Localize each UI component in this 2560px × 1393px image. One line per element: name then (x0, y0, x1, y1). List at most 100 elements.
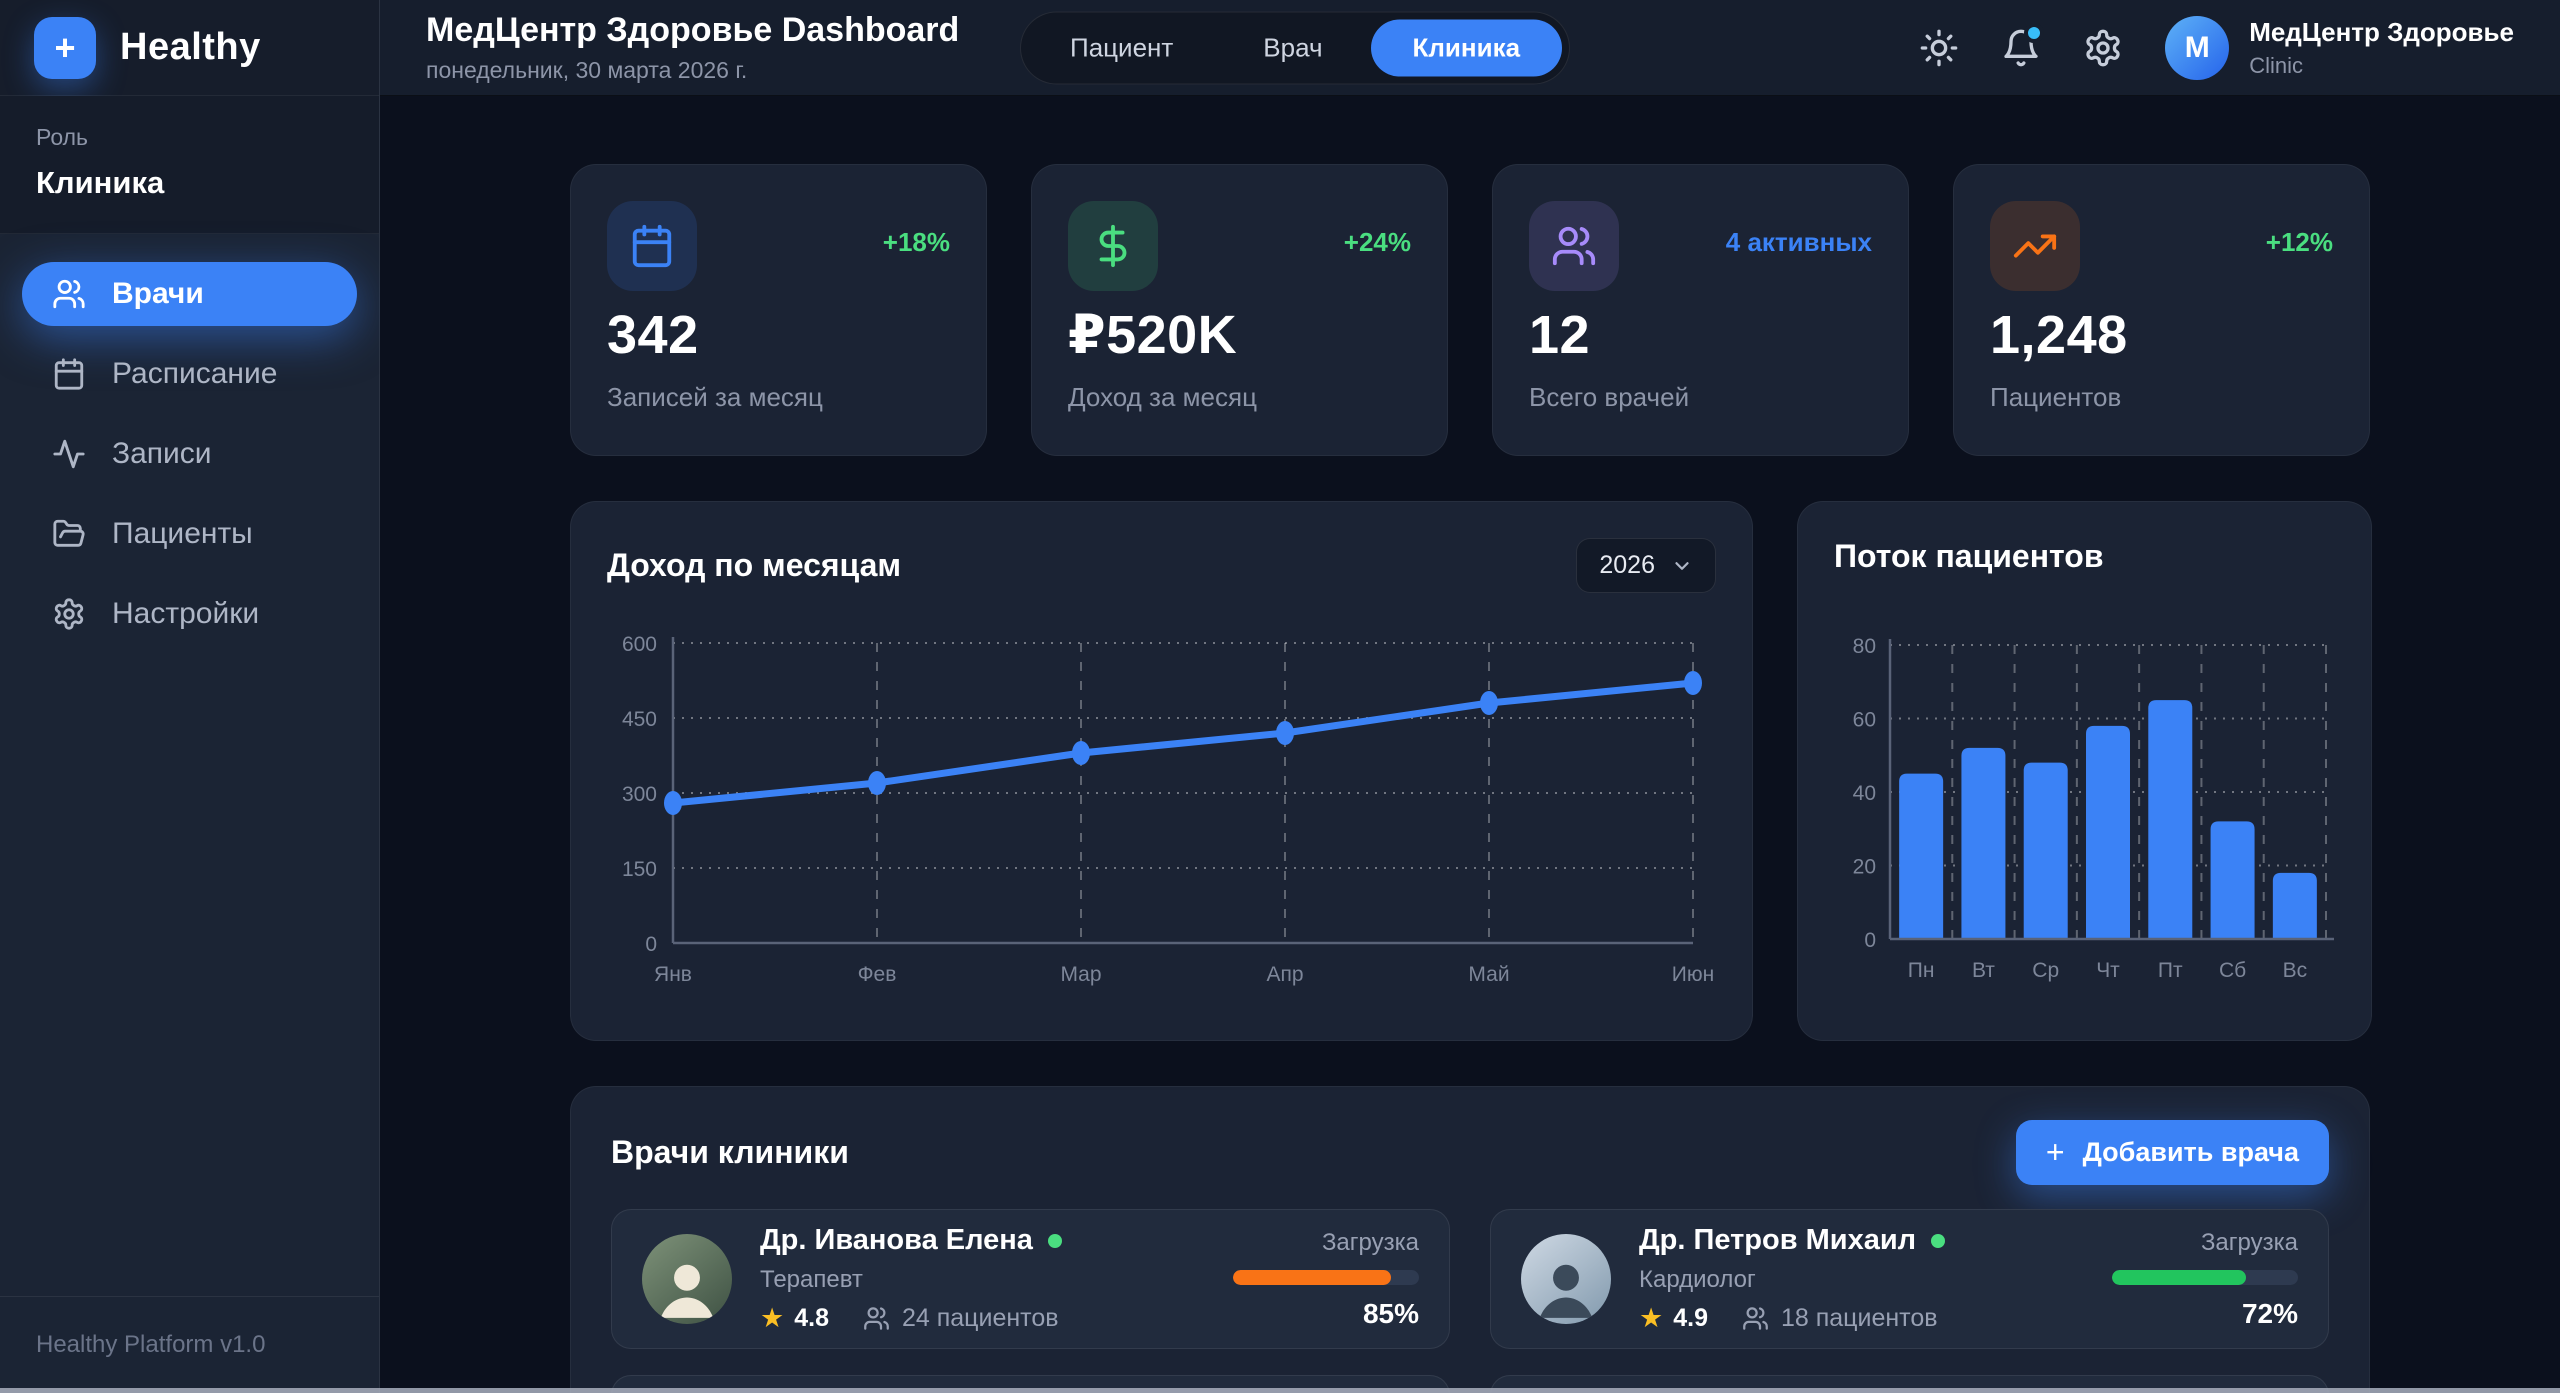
stat-card-doctors: 4 активных 12 Всего врачей (1492, 164, 1909, 456)
sidebar-item-doctors[interactable]: Врачи (22, 262, 357, 326)
settings-button[interactable] (2083, 28, 2123, 68)
calendar-icon (632, 224, 672, 268)
status-dot (1931, 1233, 1946, 1248)
doctor-card[interactable]: Др. Иванова Елена Терапевт ★ 4.8 (611, 1209, 1450, 1349)
user-info: МедЦентр Здоровье Clinic (2249, 17, 2514, 79)
stat-badge: 4 активных (1725, 227, 1872, 257)
sidebar-item-label: Пациенты (112, 517, 253, 550)
header-titles: МедЦентр Здоровье Dashboard понедельник,… (426, 11, 959, 84)
sidebar: + Healthy Роль Клиника Врачи Расписание … (0, 0, 380, 1393)
load-percent: 72% (2241, 1297, 2298, 1329)
stat-value: ₽520K (1068, 305, 1238, 365)
sidebar-item-settings[interactable]: Настройки (22, 582, 357, 646)
sidebar-item-label: Настройки (112, 597, 260, 630)
user-subtitle: Clinic (2249, 52, 2303, 78)
sidebar-item-patients[interactable]: Пациенты (22, 502, 357, 566)
doctor-specialty: Терапевт (760, 1266, 863, 1293)
role-value: Клиника (36, 165, 165, 200)
doctors-grid: Др. Иванова Елена Терапевт ★ 4.8 (611, 1209, 2329, 1393)
load-progress-fill (2112, 1269, 2246, 1285)
folder-open-icon (53, 519, 85, 547)
year-select[interactable]: 2026 (1576, 538, 1716, 593)
revenue-line-chart: 0 150 300 450 600 Янв Фев Мар Апр Май Июн (622, 633, 1714, 986)
sidebar-item-label: Расписание (112, 357, 278, 390)
svg-text:Мар: Мар (1060, 963, 1101, 986)
chart-title: Поток пациентов (1834, 538, 2104, 574)
stat-label: Всего врачей (1529, 382, 1690, 412)
svg-text:40: 40 (1853, 782, 1876, 805)
star-icon: ★ (760, 1303, 785, 1333)
chevron-down-icon (1675, 561, 1689, 570)
star-icon: ★ (1639, 1303, 1664, 1333)
notifications-button[interactable] (2001, 22, 2045, 68)
svg-text:0: 0 (1864, 929, 1876, 952)
doctor-specialty: Кардиолог (1639, 1266, 1756, 1293)
dollar-icon (1099, 224, 1127, 268)
svg-text:80: 80 (1853, 635, 1876, 658)
stat-iconbox (1068, 201, 1158, 291)
add-doctor-label: Добавить врача (2082, 1136, 2299, 1167)
charts-row: Доход по месяцам 2026 0 150 300 450 600 Янв Фе… (570, 501, 2372, 1041)
doctors-panel: Врачи клиники + Добавить врача Др. Иван (570, 1086, 2370, 1393)
svg-text:450: 450 (622, 708, 657, 731)
svg-text:Май: Май (1468, 963, 1509, 986)
stat-iconbox (1990, 201, 2080, 291)
sidebar-item-label: Врачи (112, 277, 204, 310)
notification-dot (2024, 22, 2045, 43)
svg-text:600: 600 (622, 633, 657, 656)
load-label: Загрузка (1321, 1228, 1419, 1256)
users-icon (1552, 226, 1596, 266)
rating-value: 4.8 (794, 1304, 829, 1332)
theme-toggle-button[interactable] (1919, 28, 1959, 68)
doctor-rating: ★ 4.8 (760, 1303, 829, 1334)
stat-label: Доход за месяц (1068, 382, 1257, 412)
trending-up-icon (2013, 234, 2057, 258)
sidebar-item-appointments[interactable]: Записи (22, 422, 357, 486)
svg-text:0: 0 (645, 933, 657, 956)
doctor-card[interactable]: Др. Петров Михаил Кардиолог ★ 4.9 (1490, 1209, 2329, 1349)
stat-badge: +18% (882, 227, 950, 257)
bell-icon (2004, 29, 2038, 66)
stat-card-appointments: +18% 342 Записей за месяц (570, 164, 987, 456)
header: МедЦентр Здоровье Dashboard понедельник,… (380, 0, 2560, 96)
tab-doctor[interactable]: Врач (1263, 32, 1323, 62)
header-actions: M МедЦентр Здоровье Clinic (1919, 15, 2514, 80)
avatar: M (2165, 15, 2230, 80)
user-name: МедЦентр Здоровье (2249, 16, 2514, 47)
sidebar-item-label: Записи (112, 437, 212, 470)
tab-clinic[interactable]: Клиника (1370, 19, 1563, 76)
stat-value: 342 (607, 305, 699, 365)
content: +18% 342 Записей за месяц +24% ₽520K Дох… (380, 96, 2560, 1393)
svg-text:Сб: Сб (2219, 959, 2246, 982)
stat-value: 12 (1529, 305, 1591, 365)
svg-text:Вт: Вт (1972, 959, 1995, 982)
svg-text:150: 150 (622, 858, 657, 881)
year-select-value: 2026 (1599, 551, 1655, 579)
chart-title: Доход по месяцам (607, 547, 902, 583)
load-progress-fill (1233, 1269, 1392, 1285)
stat-label: Записей за месяц (607, 382, 823, 412)
stat-iconbox (607, 201, 697, 291)
svg-text:Чт: Чт (2096, 959, 2120, 982)
stat-value: 1,248 (1990, 305, 2128, 365)
doctor-patient-count: 18 пациентов (1742, 1304, 1938, 1333)
person-silhouette-icon (660, 1264, 714, 1318)
doctors-section-title: Врачи клиники (611, 1133, 849, 1170)
status-dot (1047, 1233, 1062, 1248)
bottom-edge-strip (0, 1388, 2560, 1393)
users-icon (1743, 1307, 1768, 1330)
doctor-rating: ★ 4.9 (1639, 1303, 1708, 1334)
svg-text:Янв: Янв (654, 963, 692, 986)
revenue-chart-card: Доход по месяцам 2026 0 150 300 450 600 Янв Фе… (570, 501, 1753, 1041)
user-menu[interactable]: M МедЦентр Здоровье Clinic (2165, 15, 2514, 80)
patient-flow-chart-card: Поток пациентов 0 20 40 60 80 Пн Вт Ср Чт Пт Сб Вс (1797, 501, 2372, 1041)
add-doctor-button[interactable]: + Добавить врача (2015, 1119, 2329, 1185)
patient-flow-bar-chart: 0 20 40 60 80 Пн Вт Ср Чт Пт Сб Вс (1853, 635, 2334, 982)
sidebar-item-schedule[interactable]: Расписание (22, 342, 357, 406)
stat-label: Пациентов (1990, 382, 2122, 412)
logo-plus-icon: + (34, 16, 96, 79)
svg-text:300: 300 (622, 783, 657, 806)
tab-patient[interactable]: Пациент (1070, 32, 1174, 62)
rating-value: 4.9 (1673, 1304, 1708, 1332)
